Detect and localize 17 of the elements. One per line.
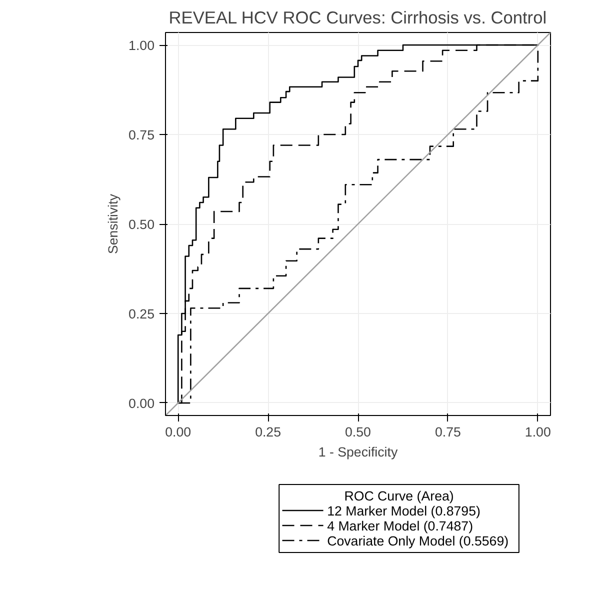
y-tick-label: 0.50: [128, 217, 155, 232]
x-tick-label: 1.00: [524, 424, 551, 440]
chart-title: REVEAL HCV ROC Curves: Cirrhosis vs. Control: [168, 8, 547, 28]
x-tick-label: 0.00: [165, 424, 192, 440]
y-tick-label: 0.25: [128, 306, 155, 322]
y-tick-label: 0.75: [128, 128, 155, 143]
x-tick-label: 0.50: [345, 424, 371, 440]
legend-label: Covariate Only Model (0.5569): [327, 534, 509, 548]
legend-label: 4 Marker Model (0.7487): [327, 518, 474, 534]
x-axis-title: 1 - Specificity: [318, 444, 398, 460]
legend-title: ROC Curve (Area): [344, 488, 454, 504]
y-tick-label: 1.00: [128, 38, 155, 54]
x-tick-label: 0.75: [434, 424, 461, 440]
y-axis-title: Sensitivity: [106, 194, 121, 254]
x-tick-label: 0.25: [255, 424, 282, 440]
legend-label: 12 Marker Model (0.8795): [327, 504, 480, 518]
y-tick-label: 0.00: [128, 396, 155, 411]
